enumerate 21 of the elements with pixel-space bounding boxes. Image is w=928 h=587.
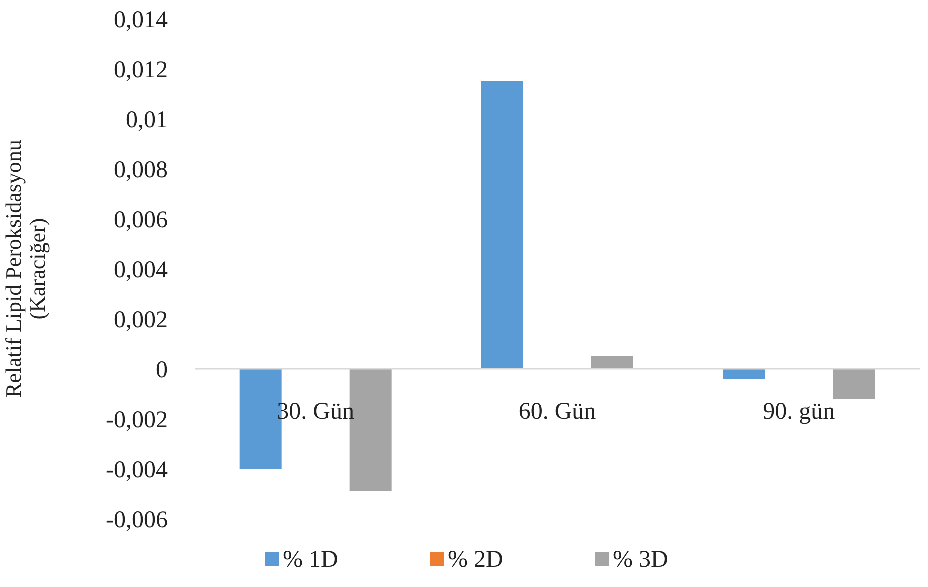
x-tick-label: 60. Gün bbox=[518, 399, 596, 425]
legend-label: % 2D bbox=[448, 547, 504, 573]
x-tick-label: 90. gün bbox=[763, 399, 836, 425]
y-tick-label: -0,004 bbox=[106, 457, 168, 484]
y-tick-label: 0,002 bbox=[114, 307, 168, 334]
legend-label: % 3D bbox=[613, 547, 668, 573]
bar bbox=[482, 82, 524, 369]
y-tick-label: 0 bbox=[156, 357, 168, 384]
bar bbox=[833, 369, 876, 399]
y-tick-label: 0,012 bbox=[114, 57, 168, 84]
bar bbox=[723, 369, 766, 379]
y-tick-label: -0,002 bbox=[106, 407, 168, 434]
y-tick-label: 0,014 bbox=[114, 7, 168, 34]
y-axis-title: Relatif Lipid Peroksidasyonu (Karaciğer) bbox=[1, 140, 50, 398]
y-tick-label: 0,008 bbox=[114, 157, 168, 184]
y-tick-label: 0,01 bbox=[126, 107, 168, 134]
y-tick-label: 0,006 bbox=[114, 207, 168, 234]
y-tick-label: 0,004 bbox=[114, 257, 168, 284]
y-tick-label: -0,006 bbox=[106, 507, 168, 534]
bar bbox=[592, 356, 634, 369]
legend-label: % 1D bbox=[283, 547, 338, 573]
